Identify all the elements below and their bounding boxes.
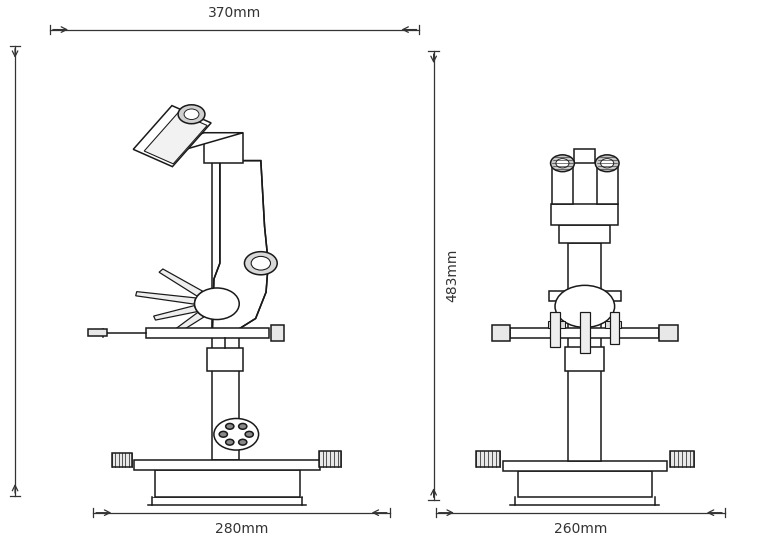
- Circle shape: [555, 285, 615, 328]
- FancyBboxPatch shape: [610, 311, 619, 344]
- FancyBboxPatch shape: [204, 133, 243, 163]
- Circle shape: [595, 155, 619, 172]
- FancyBboxPatch shape: [511, 328, 659, 338]
- Circle shape: [251, 256, 271, 270]
- Circle shape: [550, 155, 575, 172]
- Circle shape: [226, 424, 234, 429]
- FancyBboxPatch shape: [659, 325, 678, 340]
- Polygon shape: [212, 161, 268, 331]
- FancyBboxPatch shape: [580, 311, 590, 353]
- FancyBboxPatch shape: [605, 321, 622, 328]
- FancyBboxPatch shape: [575, 149, 595, 163]
- Polygon shape: [136, 292, 195, 304]
- Circle shape: [195, 288, 239, 320]
- FancyBboxPatch shape: [550, 311, 560, 347]
- FancyBboxPatch shape: [492, 325, 511, 340]
- Text: 445mm: 445mm: [0, 244, 3, 297]
- FancyBboxPatch shape: [146, 328, 269, 338]
- Text: 483mm: 483mm: [445, 249, 460, 302]
- Text: 280mm: 280mm: [215, 522, 268, 536]
- FancyBboxPatch shape: [271, 325, 284, 340]
- Circle shape: [219, 431, 227, 437]
- FancyBboxPatch shape: [551, 204, 619, 226]
- FancyBboxPatch shape: [552, 163, 573, 204]
- Circle shape: [226, 439, 234, 445]
- Circle shape: [600, 158, 614, 168]
- FancyBboxPatch shape: [112, 453, 132, 467]
- FancyBboxPatch shape: [549, 291, 621, 301]
- FancyBboxPatch shape: [88, 329, 106, 336]
- Circle shape: [184, 109, 199, 120]
- FancyBboxPatch shape: [565, 347, 604, 371]
- FancyBboxPatch shape: [476, 451, 500, 467]
- FancyBboxPatch shape: [212, 161, 239, 460]
- FancyBboxPatch shape: [670, 451, 694, 467]
- Circle shape: [245, 252, 277, 275]
- FancyBboxPatch shape: [518, 471, 652, 497]
- Circle shape: [239, 439, 247, 445]
- FancyBboxPatch shape: [548, 321, 565, 328]
- Polygon shape: [144, 113, 207, 164]
- Circle shape: [178, 105, 205, 124]
- Circle shape: [556, 158, 569, 168]
- FancyBboxPatch shape: [503, 461, 667, 471]
- FancyBboxPatch shape: [597, 163, 618, 204]
- FancyBboxPatch shape: [568, 243, 601, 461]
- Circle shape: [214, 418, 258, 450]
- Circle shape: [239, 424, 247, 429]
- Polygon shape: [141, 133, 243, 153]
- FancyBboxPatch shape: [319, 451, 341, 467]
- Polygon shape: [133, 106, 211, 166]
- FancyBboxPatch shape: [135, 460, 321, 470]
- Polygon shape: [159, 269, 203, 296]
- Polygon shape: [154, 306, 197, 320]
- Text: 260mm: 260mm: [554, 522, 607, 536]
- FancyBboxPatch shape: [207, 349, 243, 371]
- Text: 370mm: 370mm: [208, 6, 261, 20]
- Polygon shape: [173, 313, 204, 334]
- Circle shape: [245, 431, 253, 437]
- FancyBboxPatch shape: [559, 226, 610, 243]
- FancyBboxPatch shape: [154, 470, 299, 497]
